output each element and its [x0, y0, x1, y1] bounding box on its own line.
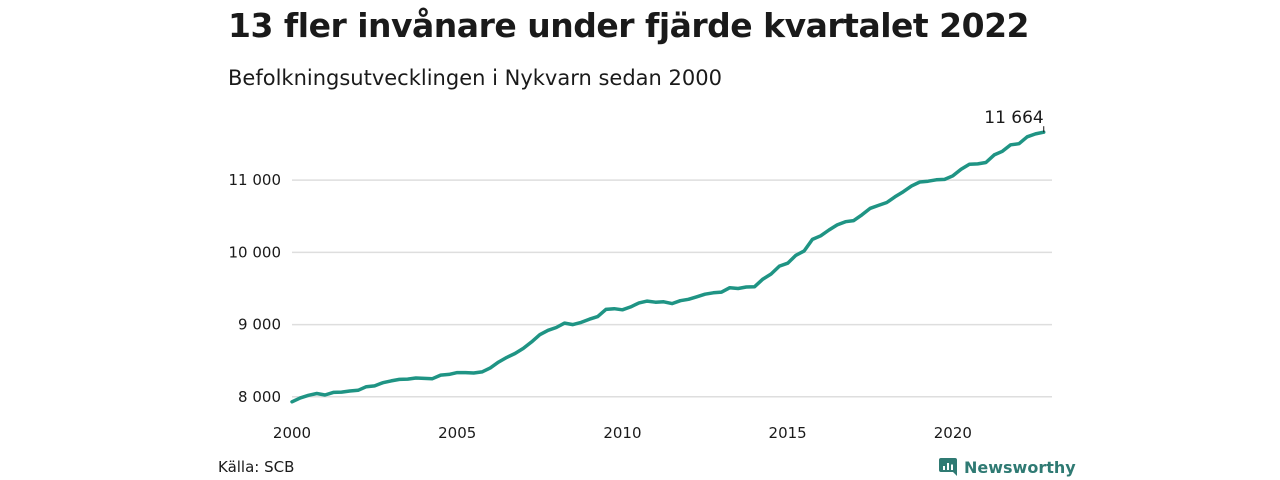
chart-subtitle: Befolkningsutvecklingen i Nykvarn sedan … — [228, 66, 722, 90]
end-value-annotation: 11 664 — [984, 108, 1045, 133]
brand-name: Newsworthy — [964, 457, 1076, 477]
x-tick-label-2: 2010 — [603, 424, 641, 442]
y-tick-label-1: 9 000 — [238, 316, 281, 334]
gridlines — [292, 179, 1052, 398]
x-tick-label-3: 2015 — [769, 424, 807, 442]
y-tick-label-0: 8 000 — [238, 388, 281, 406]
x-tick-label-1: 2005 — [438, 424, 476, 442]
bar-chart-speech-bubble-icon — [939, 458, 957, 476]
series-line-0 — [290, 130, 1046, 404]
y-tick-label-3: 11 000 — [229, 171, 282, 189]
series-lines — [290, 130, 1046, 404]
x-tick-label-4: 2020 — [934, 424, 972, 442]
x-tick-label-0: 2000 — [273, 424, 311, 442]
brand-logo: Newsworthy — [938, 456, 1076, 478]
source-label: Källa: SCB — [218, 458, 295, 476]
chart-title: 13 fler invånare under fjärde kvartalet … — [228, 6, 1030, 45]
y-axis-tick-labels: 8 000 9 000 10 000 11 000 — [229, 171, 282, 406]
x-axis-tick-labels: 2000 2005 2010 2015 2020 — [273, 424, 972, 442]
y-tick-label-2: 10 000 — [229, 243, 282, 261]
end-value-label: 11 664 — [984, 108, 1043, 128]
